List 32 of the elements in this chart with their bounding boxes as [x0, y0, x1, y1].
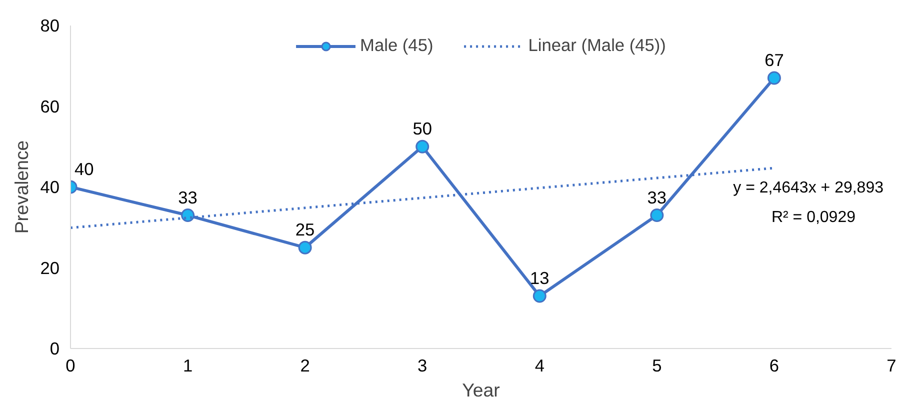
y-tick-label: 80	[40, 16, 60, 36]
y-tick-label: 40	[40, 177, 60, 197]
x-tick-label: 3	[418, 356, 428, 376]
x-tick-label: 2	[300, 356, 310, 376]
x-tick-label: 7	[886, 356, 896, 376]
y-tick-label: 0	[50, 338, 60, 358]
x-axis-title: Year	[462, 380, 500, 400]
annotation: y = 2,4643x + 29,893	[733, 180, 884, 197]
data-label: 33	[647, 187, 667, 208]
x-tick-label: 5	[652, 356, 662, 376]
data-label: 40	[74, 159, 94, 179]
point	[532, 289, 546, 303]
data-label: 13	[530, 268, 550, 288]
legend-label: Linear (Male (45))	[528, 35, 666, 56]
x-tick-label: 1	[182, 356, 193, 376]
x-tick-label: 6	[769, 356, 780, 376]
legend-label: Male (45)	[360, 35, 434, 56]
point	[181, 208, 195, 222]
point	[298, 240, 312, 254]
annotation: R² = 0,0929	[771, 208, 856, 226]
y-tick-label: 60	[40, 96, 60, 116]
data-label: 25	[295, 220, 315, 240]
data-label: 50	[412, 118, 432, 139]
y-tick-label: 20	[40, 258, 60, 278]
point	[650, 208, 664, 222]
point	[767, 71, 781, 85]
data-label: 67	[764, 50, 784, 70]
data-label: 33	[178, 187, 198, 208]
x-tick-label: 4	[534, 356, 545, 376]
point	[416, 140, 430, 154]
y-axis-title: Prevalence	[11, 140, 32, 234]
x-tick-label: 0	[66, 356, 76, 376]
